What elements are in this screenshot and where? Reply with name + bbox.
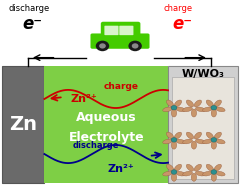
Text: charge: charge (103, 82, 138, 91)
Ellipse shape (163, 107, 173, 112)
Text: charge: charge (163, 4, 192, 13)
Ellipse shape (206, 100, 214, 107)
Ellipse shape (183, 171, 192, 176)
Circle shape (211, 138, 217, 142)
Ellipse shape (174, 164, 182, 171)
Text: Zn²⁺: Zn²⁺ (108, 164, 134, 174)
Text: Aqueous: Aqueous (76, 111, 137, 124)
Ellipse shape (163, 171, 173, 176)
Ellipse shape (194, 100, 202, 107)
Ellipse shape (195, 171, 205, 176)
Circle shape (96, 41, 109, 51)
Circle shape (171, 105, 177, 110)
FancyBboxPatch shape (104, 26, 119, 35)
Ellipse shape (174, 132, 182, 139)
FancyBboxPatch shape (172, 77, 234, 179)
Ellipse shape (211, 109, 216, 117)
Ellipse shape (195, 139, 205, 144)
Ellipse shape (215, 171, 225, 176)
Ellipse shape (214, 100, 222, 107)
Text: Electrolyte: Electrolyte (68, 132, 144, 144)
Ellipse shape (163, 139, 173, 144)
Circle shape (99, 43, 106, 49)
Ellipse shape (183, 139, 192, 144)
Text: W/WO₃: W/WO₃ (181, 69, 224, 79)
Ellipse shape (206, 132, 214, 139)
Circle shape (171, 170, 177, 174)
Ellipse shape (194, 132, 202, 139)
FancyBboxPatch shape (101, 22, 140, 38)
Text: Zn: Zn (9, 115, 37, 134)
Ellipse shape (215, 139, 225, 144)
Ellipse shape (175, 171, 185, 176)
Ellipse shape (183, 107, 192, 112)
Ellipse shape (186, 100, 194, 107)
Circle shape (132, 43, 138, 49)
Ellipse shape (215, 107, 225, 112)
Ellipse shape (191, 173, 197, 181)
Circle shape (128, 41, 142, 51)
Ellipse shape (175, 107, 185, 112)
Ellipse shape (194, 164, 202, 171)
FancyBboxPatch shape (90, 33, 150, 49)
Ellipse shape (166, 132, 174, 139)
Text: e⁻: e⁻ (172, 15, 192, 33)
Text: discharge: discharge (73, 141, 120, 150)
Ellipse shape (214, 132, 222, 139)
FancyBboxPatch shape (2, 66, 44, 183)
Ellipse shape (211, 141, 216, 149)
Ellipse shape (195, 107, 205, 112)
Text: e⁻: e⁻ (22, 15, 42, 33)
Ellipse shape (171, 173, 177, 181)
Ellipse shape (203, 171, 212, 176)
Text: discharge: discharge (8, 4, 49, 13)
Ellipse shape (186, 132, 194, 139)
Ellipse shape (171, 141, 177, 149)
Text: Zn²⁺: Zn²⁺ (71, 94, 97, 104)
Circle shape (211, 170, 217, 174)
FancyBboxPatch shape (168, 66, 238, 183)
Ellipse shape (206, 164, 214, 171)
Ellipse shape (171, 109, 177, 117)
FancyBboxPatch shape (119, 26, 133, 35)
Circle shape (211, 105, 217, 110)
Ellipse shape (203, 107, 212, 112)
FancyBboxPatch shape (44, 66, 168, 183)
Ellipse shape (166, 100, 174, 107)
Ellipse shape (186, 164, 194, 171)
Ellipse shape (203, 139, 212, 144)
Ellipse shape (214, 164, 222, 171)
Ellipse shape (191, 109, 197, 117)
Ellipse shape (191, 141, 197, 149)
Ellipse shape (174, 100, 182, 107)
Ellipse shape (166, 164, 174, 171)
Ellipse shape (211, 173, 216, 181)
Ellipse shape (175, 139, 185, 144)
Circle shape (171, 138, 177, 142)
